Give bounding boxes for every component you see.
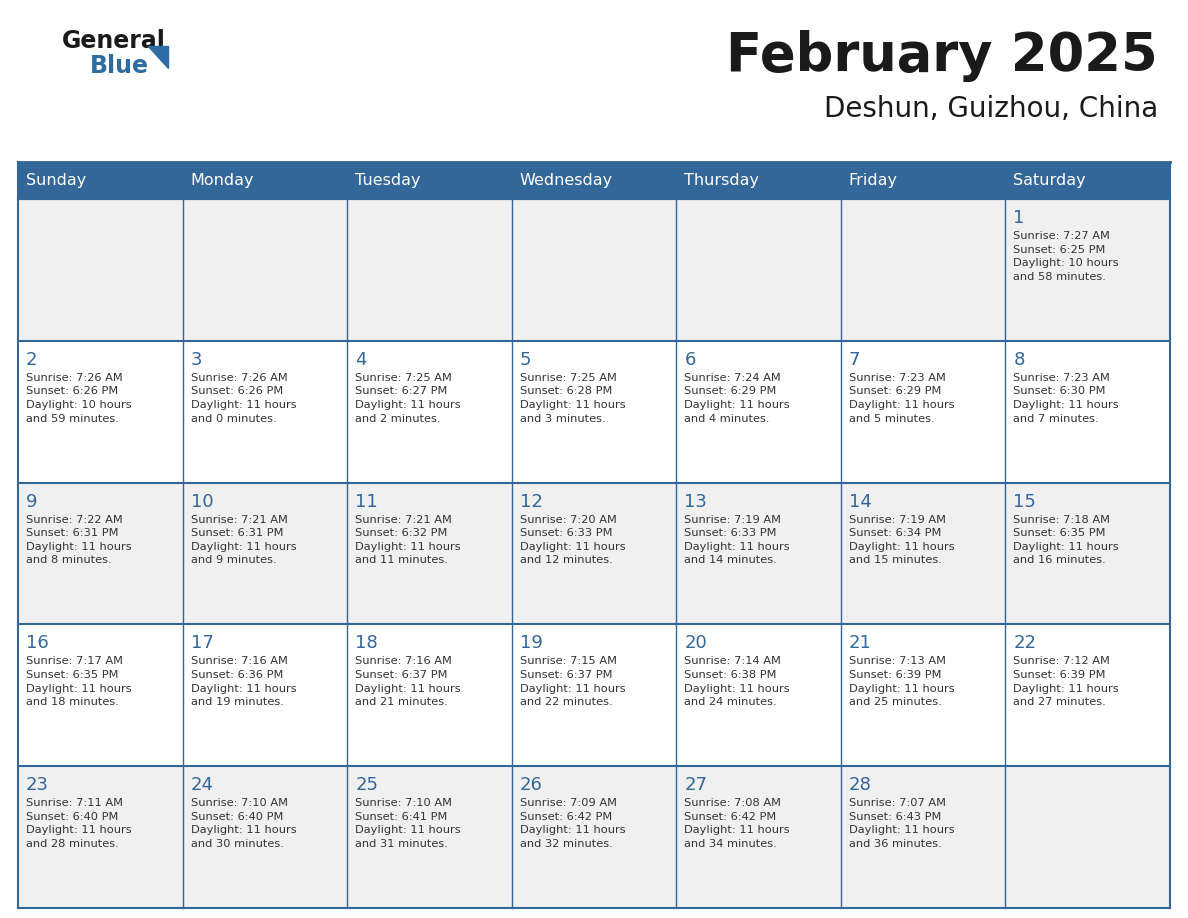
Text: Sunrise: 7:23 AM
Sunset: 6:30 PM
Daylight: 11 hours
and 7 minutes.: Sunrise: 7:23 AM Sunset: 6:30 PM Dayligh… bbox=[1013, 373, 1119, 423]
Text: Sunrise: 7:19 AM
Sunset: 6:34 PM
Daylight: 11 hours
and 15 minutes.: Sunrise: 7:19 AM Sunset: 6:34 PM Dayligh… bbox=[849, 515, 954, 565]
Text: 24: 24 bbox=[190, 777, 214, 794]
Text: 18: 18 bbox=[355, 634, 378, 653]
Text: 14: 14 bbox=[849, 493, 872, 510]
Text: 11: 11 bbox=[355, 493, 378, 510]
Text: Sunrise: 7:11 AM
Sunset: 6:40 PM
Daylight: 11 hours
and 28 minutes.: Sunrise: 7:11 AM Sunset: 6:40 PM Dayligh… bbox=[26, 798, 132, 849]
Text: Wednesday: Wednesday bbox=[519, 173, 613, 188]
Text: 22: 22 bbox=[1013, 634, 1036, 653]
Text: Sunrise: 7:27 AM
Sunset: 6:25 PM
Daylight: 10 hours
and 58 minutes.: Sunrise: 7:27 AM Sunset: 6:25 PM Dayligh… bbox=[1013, 231, 1119, 282]
Text: 17: 17 bbox=[190, 634, 214, 653]
Bar bbox=[18, 341, 1170, 483]
Text: Sunday: Sunday bbox=[26, 173, 87, 188]
Text: 28: 28 bbox=[849, 777, 872, 794]
Text: 27: 27 bbox=[684, 777, 707, 794]
Text: Tuesday: Tuesday bbox=[355, 173, 421, 188]
Text: Sunrise: 7:09 AM
Sunset: 6:42 PM
Daylight: 11 hours
and 32 minutes.: Sunrise: 7:09 AM Sunset: 6:42 PM Dayligh… bbox=[519, 798, 625, 849]
Text: 23: 23 bbox=[26, 777, 49, 794]
Bar bbox=[18, 483, 1170, 624]
Text: Sunrise: 7:10 AM
Sunset: 6:41 PM
Daylight: 11 hours
and 31 minutes.: Sunrise: 7:10 AM Sunset: 6:41 PM Dayligh… bbox=[355, 798, 461, 849]
Text: 20: 20 bbox=[684, 634, 707, 653]
Text: Sunrise: 7:24 AM
Sunset: 6:29 PM
Daylight: 11 hours
and 4 minutes.: Sunrise: 7:24 AM Sunset: 6:29 PM Dayligh… bbox=[684, 373, 790, 423]
Text: 7: 7 bbox=[849, 351, 860, 369]
Text: Friday: Friday bbox=[849, 173, 898, 188]
Text: Sunrise: 7:19 AM
Sunset: 6:33 PM
Daylight: 11 hours
and 14 minutes.: Sunrise: 7:19 AM Sunset: 6:33 PM Dayligh… bbox=[684, 515, 790, 565]
Text: Blue: Blue bbox=[90, 54, 148, 78]
Text: 9: 9 bbox=[26, 493, 38, 510]
Bar bbox=[18, 162, 1170, 199]
Text: Sunrise: 7:08 AM
Sunset: 6:42 PM
Daylight: 11 hours
and 34 minutes.: Sunrise: 7:08 AM Sunset: 6:42 PM Dayligh… bbox=[684, 798, 790, 849]
Text: Sunrise: 7:10 AM
Sunset: 6:40 PM
Daylight: 11 hours
and 30 minutes.: Sunrise: 7:10 AM Sunset: 6:40 PM Dayligh… bbox=[190, 798, 296, 849]
Text: 26: 26 bbox=[519, 777, 543, 794]
Text: 5: 5 bbox=[519, 351, 531, 369]
Text: Sunrise: 7:16 AM
Sunset: 6:36 PM
Daylight: 11 hours
and 19 minutes.: Sunrise: 7:16 AM Sunset: 6:36 PM Dayligh… bbox=[190, 656, 296, 707]
Text: 25: 25 bbox=[355, 777, 378, 794]
Text: Sunrise: 7:25 AM
Sunset: 6:27 PM
Daylight: 11 hours
and 2 minutes.: Sunrise: 7:25 AM Sunset: 6:27 PM Dayligh… bbox=[355, 373, 461, 423]
Text: 6: 6 bbox=[684, 351, 696, 369]
Text: Sunrise: 7:20 AM
Sunset: 6:33 PM
Daylight: 11 hours
and 12 minutes.: Sunrise: 7:20 AM Sunset: 6:33 PM Dayligh… bbox=[519, 515, 625, 565]
Text: Sunrise: 7:26 AM
Sunset: 6:26 PM
Daylight: 11 hours
and 0 minutes.: Sunrise: 7:26 AM Sunset: 6:26 PM Dayligh… bbox=[190, 373, 296, 423]
Text: Deshun, Guizhou, China: Deshun, Guizhou, China bbox=[823, 95, 1158, 123]
Text: 10: 10 bbox=[190, 493, 213, 510]
Text: 19: 19 bbox=[519, 634, 543, 653]
Text: Sunrise: 7:07 AM
Sunset: 6:43 PM
Daylight: 11 hours
and 36 minutes.: Sunrise: 7:07 AM Sunset: 6:43 PM Dayligh… bbox=[849, 798, 954, 849]
Text: Sunrise: 7:23 AM
Sunset: 6:29 PM
Daylight: 11 hours
and 5 minutes.: Sunrise: 7:23 AM Sunset: 6:29 PM Dayligh… bbox=[849, 373, 954, 423]
Text: Thursday: Thursday bbox=[684, 173, 759, 188]
Text: Sunrise: 7:16 AM
Sunset: 6:37 PM
Daylight: 11 hours
and 21 minutes.: Sunrise: 7:16 AM Sunset: 6:37 PM Dayligh… bbox=[355, 656, 461, 707]
Text: February 2025: February 2025 bbox=[726, 30, 1158, 82]
Text: 21: 21 bbox=[849, 634, 872, 653]
Text: 15: 15 bbox=[1013, 493, 1036, 510]
Text: Saturday: Saturday bbox=[1013, 173, 1086, 188]
Text: Sunrise: 7:21 AM
Sunset: 6:31 PM
Daylight: 11 hours
and 9 minutes.: Sunrise: 7:21 AM Sunset: 6:31 PM Dayligh… bbox=[190, 515, 296, 565]
Text: Sunrise: 7:14 AM
Sunset: 6:38 PM
Daylight: 11 hours
and 24 minutes.: Sunrise: 7:14 AM Sunset: 6:38 PM Dayligh… bbox=[684, 656, 790, 707]
Text: General: General bbox=[62, 29, 166, 53]
Text: Sunrise: 7:22 AM
Sunset: 6:31 PM
Daylight: 11 hours
and 8 minutes.: Sunrise: 7:22 AM Sunset: 6:31 PM Dayligh… bbox=[26, 515, 132, 565]
Text: 2: 2 bbox=[26, 351, 38, 369]
Text: 3: 3 bbox=[190, 351, 202, 369]
Text: Sunrise: 7:26 AM
Sunset: 6:26 PM
Daylight: 10 hours
and 59 minutes.: Sunrise: 7:26 AM Sunset: 6:26 PM Dayligh… bbox=[26, 373, 132, 423]
Text: Sunrise: 7:21 AM
Sunset: 6:32 PM
Daylight: 11 hours
and 11 minutes.: Sunrise: 7:21 AM Sunset: 6:32 PM Dayligh… bbox=[355, 515, 461, 565]
Text: Sunrise: 7:17 AM
Sunset: 6:35 PM
Daylight: 11 hours
and 18 minutes.: Sunrise: 7:17 AM Sunset: 6:35 PM Dayligh… bbox=[26, 656, 132, 707]
Bar bbox=[18, 199, 1170, 341]
Text: Monday: Monday bbox=[190, 173, 254, 188]
Text: Sunrise: 7:12 AM
Sunset: 6:39 PM
Daylight: 11 hours
and 27 minutes.: Sunrise: 7:12 AM Sunset: 6:39 PM Dayligh… bbox=[1013, 656, 1119, 707]
Text: Sunrise: 7:25 AM
Sunset: 6:28 PM
Daylight: 11 hours
and 3 minutes.: Sunrise: 7:25 AM Sunset: 6:28 PM Dayligh… bbox=[519, 373, 625, 423]
Text: Sunrise: 7:15 AM
Sunset: 6:37 PM
Daylight: 11 hours
and 22 minutes.: Sunrise: 7:15 AM Sunset: 6:37 PM Dayligh… bbox=[519, 656, 625, 707]
Polygon shape bbox=[148, 46, 168, 68]
Text: 13: 13 bbox=[684, 493, 707, 510]
Text: Sunrise: 7:13 AM
Sunset: 6:39 PM
Daylight: 11 hours
and 25 minutes.: Sunrise: 7:13 AM Sunset: 6:39 PM Dayligh… bbox=[849, 656, 954, 707]
Text: Sunrise: 7:18 AM
Sunset: 6:35 PM
Daylight: 11 hours
and 16 minutes.: Sunrise: 7:18 AM Sunset: 6:35 PM Dayligh… bbox=[1013, 515, 1119, 565]
Bar bbox=[18, 624, 1170, 767]
Text: 16: 16 bbox=[26, 634, 49, 653]
Text: 12: 12 bbox=[519, 493, 543, 510]
Text: 4: 4 bbox=[355, 351, 367, 369]
Bar bbox=[18, 767, 1170, 908]
Text: 1: 1 bbox=[1013, 209, 1025, 227]
Text: 8: 8 bbox=[1013, 351, 1025, 369]
